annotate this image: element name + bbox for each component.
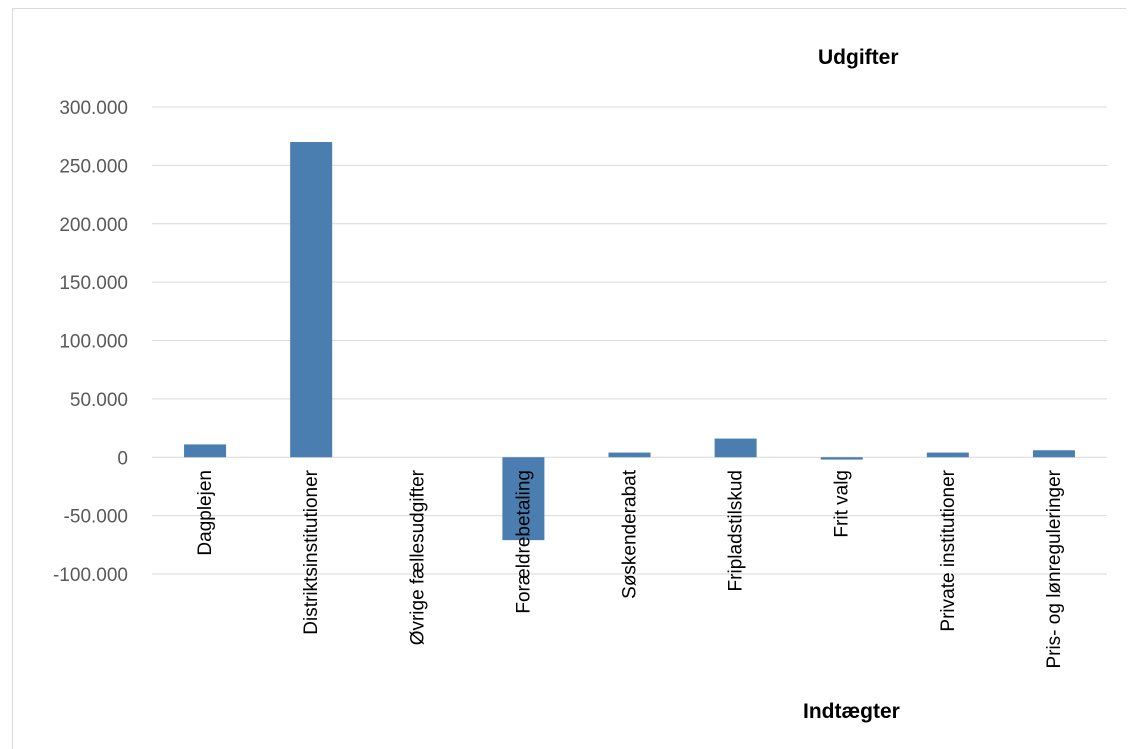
x-category-label: Forældrebetaling [513,470,534,614]
bar [1032,450,1075,458]
chart-border-top [12,8,1126,9]
bar [290,142,333,458]
x-category-label: Private institutioner [938,469,959,631]
y-tick-label: 300.000 [59,98,128,119]
x-category-label: Distriktsinstitutioner [301,469,322,634]
x-category-label: Dagplejen [195,470,216,556]
bar [184,444,227,458]
bar [926,452,969,458]
annotation-indtaegter: Indtægter [803,700,900,723]
bar [820,457,863,460]
bar [608,452,651,458]
y-tick-label: -100.000 [53,565,128,586]
y-tick-label: 50.000 [70,390,128,411]
x-category-label: Søskenderabat [620,469,641,599]
y-tick-label: 100.000 [59,332,128,353]
annotation-udgifter: Udgifter [818,46,899,69]
y-tick-label: 200.000 [59,215,128,236]
x-category-label: Frit valg [832,470,853,538]
bar [714,438,757,458]
x-category-label: Øvrige fællesudgifter [407,469,428,645]
chart-border-left [12,8,13,749]
bar [502,457,545,541]
y-tick-label: 250.000 [59,156,128,177]
x-category-label: Pris- og lønreguleringer [1044,469,1065,668]
y-tick-label: 0 [117,448,128,469]
y-tick-label: -50.000 [64,507,128,528]
y-tick-label: 150.000 [59,273,128,294]
x-category-label: Fripladstilskud [726,470,747,591]
